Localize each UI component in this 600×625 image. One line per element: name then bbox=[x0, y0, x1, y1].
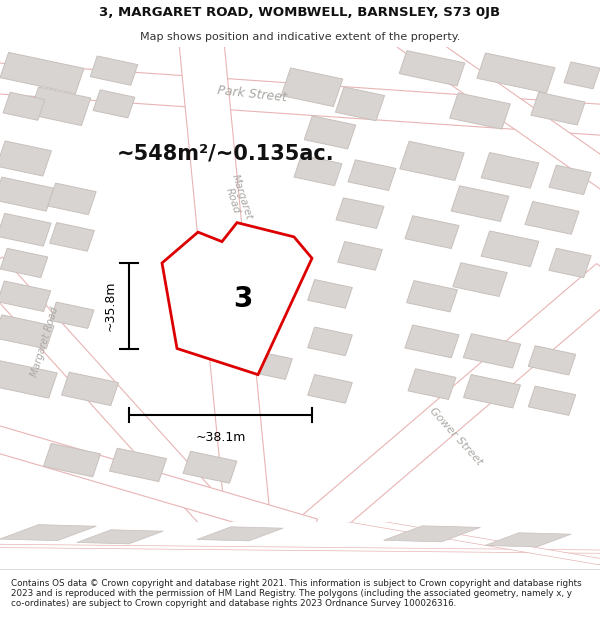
Polygon shape bbox=[0, 361, 57, 398]
Polygon shape bbox=[399, 51, 465, 86]
Polygon shape bbox=[397, 28, 600, 189]
Polygon shape bbox=[407, 281, 457, 312]
Polygon shape bbox=[304, 116, 356, 149]
Polygon shape bbox=[43, 443, 101, 477]
Text: ~35.8m: ~35.8m bbox=[103, 281, 116, 331]
Polygon shape bbox=[528, 346, 576, 375]
Polygon shape bbox=[477, 53, 555, 93]
Polygon shape bbox=[463, 334, 521, 368]
Polygon shape bbox=[0, 524, 97, 541]
Polygon shape bbox=[90, 56, 138, 85]
Polygon shape bbox=[93, 90, 135, 118]
Polygon shape bbox=[0, 257, 242, 539]
Polygon shape bbox=[179, 36, 271, 532]
Polygon shape bbox=[162, 222, 312, 374]
Polygon shape bbox=[383, 526, 481, 542]
Polygon shape bbox=[0, 248, 48, 278]
Text: Map shows position and indicative extent of the property.: Map shows position and indicative extent… bbox=[140, 31, 460, 41]
Polygon shape bbox=[336, 198, 384, 229]
Polygon shape bbox=[405, 216, 459, 249]
Polygon shape bbox=[338, 241, 382, 270]
Text: Gower Street: Gower Street bbox=[428, 406, 484, 467]
Polygon shape bbox=[61, 372, 119, 406]
Polygon shape bbox=[77, 530, 163, 544]
Polygon shape bbox=[531, 92, 585, 125]
Polygon shape bbox=[248, 351, 292, 379]
Polygon shape bbox=[50, 222, 94, 251]
Polygon shape bbox=[0, 62, 600, 136]
Polygon shape bbox=[281, 68, 343, 106]
Polygon shape bbox=[183, 451, 237, 483]
Polygon shape bbox=[481, 152, 539, 188]
Text: Contains OS data © Crown copyright and database right 2021. This information is : Contains OS data © Crown copyright and d… bbox=[11, 579, 581, 608]
Polygon shape bbox=[528, 386, 576, 416]
Polygon shape bbox=[0, 544, 600, 553]
Polygon shape bbox=[29, 87, 91, 126]
Polygon shape bbox=[0, 424, 318, 544]
Text: Margaret Road: Margaret Road bbox=[29, 305, 61, 378]
Polygon shape bbox=[3, 92, 45, 120]
Polygon shape bbox=[308, 279, 352, 308]
Polygon shape bbox=[400, 141, 464, 181]
Polygon shape bbox=[481, 231, 539, 267]
Polygon shape bbox=[308, 327, 352, 356]
Polygon shape bbox=[0, 177, 54, 211]
Polygon shape bbox=[296, 264, 600, 542]
Polygon shape bbox=[48, 183, 96, 214]
Polygon shape bbox=[549, 165, 591, 194]
Polygon shape bbox=[0, 52, 84, 94]
Polygon shape bbox=[0, 315, 54, 349]
Polygon shape bbox=[50, 302, 94, 328]
Text: Park Street: Park Street bbox=[217, 84, 287, 104]
Polygon shape bbox=[0, 281, 50, 311]
Polygon shape bbox=[549, 248, 591, 278]
Text: ~38.1m: ~38.1m bbox=[196, 431, 245, 444]
Polygon shape bbox=[405, 325, 459, 357]
Text: ~548m²/~0.135ac.: ~548m²/~0.135ac. bbox=[117, 144, 335, 164]
Polygon shape bbox=[335, 87, 385, 121]
Text: 3: 3 bbox=[233, 284, 253, 312]
Polygon shape bbox=[197, 527, 283, 541]
Polygon shape bbox=[451, 186, 509, 221]
Polygon shape bbox=[294, 155, 342, 186]
Polygon shape bbox=[346, 520, 600, 564]
Polygon shape bbox=[485, 532, 571, 547]
Polygon shape bbox=[463, 374, 521, 408]
Polygon shape bbox=[0, 213, 51, 246]
Polygon shape bbox=[308, 374, 352, 403]
Polygon shape bbox=[564, 62, 600, 89]
Text: 3, MARGARET ROAD, WOMBWELL, BARNSLEY, S73 0JB: 3, MARGARET ROAD, WOMBWELL, BARNSLEY, S7… bbox=[100, 6, 500, 19]
Polygon shape bbox=[453, 262, 507, 296]
Polygon shape bbox=[0, 141, 52, 176]
Polygon shape bbox=[449, 93, 511, 129]
Polygon shape bbox=[109, 448, 167, 482]
Text: Margaret
Road: Margaret Road bbox=[221, 173, 253, 224]
Polygon shape bbox=[408, 369, 456, 399]
Polygon shape bbox=[525, 201, 579, 234]
Polygon shape bbox=[348, 160, 396, 191]
